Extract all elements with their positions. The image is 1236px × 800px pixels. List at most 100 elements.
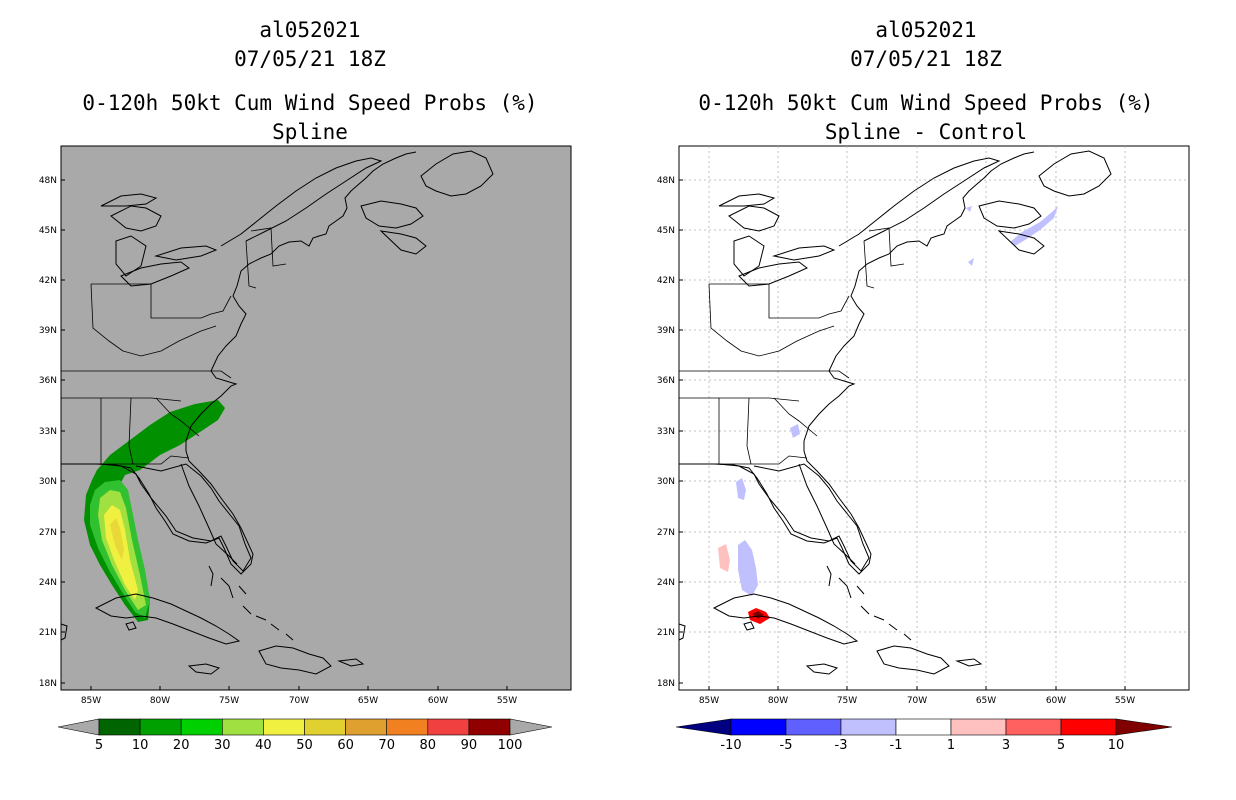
right-datetime: 07/05/21 18Z — [850, 47, 1002, 71]
right-title-block: al052021 07/05/21 18Z 0-120h 50kt Cum Wi… — [676, 16, 1176, 147]
colorbar-swatch — [1005, 718, 1062, 736]
colorbar-swatch — [895, 718, 952, 736]
colorbar-swatch — [345, 718, 388, 736]
lat-label: 30N — [657, 477, 675, 487]
lat-label: 45N — [39, 226, 57, 236]
colorbar-swatch — [263, 718, 305, 736]
colorbar-label: -3 — [835, 738, 848, 753]
lat-label: 36N — [657, 376, 675, 386]
diff-negative-gulf — [738, 540, 758, 596]
diff-negative-florida — [736, 478, 746, 500]
colorbar-label: -1 — [890, 738, 903, 753]
lat-label: 21N — [39, 628, 57, 638]
colorbar-arrow-low — [57, 718, 100, 736]
left-lon-axis: 85W 80W 75W 70W 65W 60W 55W — [81, 686, 517, 706]
colorbar-swatch — [1060, 718, 1117, 736]
colorbar-label: 70 — [378, 738, 395, 753]
lat-label: 18N — [39, 679, 57, 689]
lat-label: 24N — [657, 578, 675, 588]
colorbar-swatch — [468, 718, 511, 736]
lon-label: 85W — [699, 696, 719, 706]
colorbar-swatch — [304, 718, 346, 736]
colorbar-label: 60 — [337, 738, 354, 753]
left-title-block: al052021 07/05/21 18Z 0-120h 50kt Cum Wi… — [60, 16, 560, 147]
lat-label: 42N — [657, 276, 675, 286]
lon-label: 75W — [837, 696, 857, 706]
lat-label: 18N — [657, 679, 675, 689]
colorbar-swatch — [427, 718, 470, 736]
colorbar-label: 90 — [461, 738, 478, 753]
lon-label: 75W — [219, 696, 239, 706]
lon-label: 80W — [150, 696, 170, 706]
colorbar-label: 5 — [95, 738, 103, 753]
colorbar-label: 3 — [1002, 738, 1010, 753]
lat-label: 33N — [39, 427, 57, 437]
lat-label: 39N — [657, 326, 675, 336]
lat-label: 36N — [39, 376, 57, 386]
left-map: 48N 45N 42N 39N 36N 33N 30N 27N 24N 21N 18N 85W 80W… — [39, 145, 572, 706]
right-gridlines — [679, 146, 1189, 690]
lon-label: 65W — [358, 696, 378, 706]
lon-label: 70W — [907, 696, 927, 706]
lat-label: 21N — [657, 628, 675, 638]
colorbar-label: 50 — [296, 738, 313, 753]
lat-label: 30N — [39, 477, 57, 487]
lat-label: 27N — [39, 528, 57, 538]
colorbar-label: 80 — [420, 738, 437, 753]
left-product-title: 0-120h 50kt Cum Wind Speed Probs (%) — [82, 91, 538, 115]
diff-negative-small-2 — [968, 258, 974, 266]
colorbar-label: 10 — [132, 738, 149, 753]
left-datetime: 07/05/21 18Z — [234, 47, 386, 71]
left-lat-axis: 48N 45N 42N 39N 36N 33N 30N 27N 24N 21N 18N — [39, 176, 65, 689]
lat-label: 48N — [39, 176, 57, 186]
lon-label: 85W — [81, 696, 101, 706]
colorbar-swatch — [180, 718, 223, 736]
colorbar-arrow-high — [509, 718, 553, 736]
colorbar-swatch — [222, 718, 264, 736]
lon-label: 55W — [1115, 696, 1135, 706]
colorbar-swatch — [785, 718, 842, 736]
right-colorbar: -10 -5 -3 -1 1 3 5 10 — [675, 718, 1173, 753]
lat-label: 45N — [657, 226, 675, 236]
colorbar-label: -5 — [780, 738, 793, 753]
colorbar-label: -10 — [720, 738, 741, 753]
colorbar-label: 20 — [173, 738, 190, 753]
lon-label: 55W — [497, 696, 517, 706]
colorbar-swatch — [950, 718, 1007, 736]
lat-label: 24N — [39, 578, 57, 588]
colorbar-swatch — [139, 718, 182, 736]
diff-negative-small-1 — [966, 206, 972, 212]
diff-negative-nova-scotia — [1010, 206, 1058, 246]
colorbar-label: 40 — [255, 738, 272, 753]
lon-label: 60W — [428, 696, 448, 706]
lat-label: 48N — [657, 176, 675, 186]
colorbar-label: 10 — [1108, 738, 1125, 753]
colorbar-swatch — [730, 718, 787, 736]
lat-label: 33N — [657, 427, 675, 437]
lon-label: 70W — [289, 696, 309, 706]
diff-negative-carolina — [790, 424, 800, 438]
swath-40-percent — [110, 518, 124, 560]
colorbar-label: 100 — [498, 738, 523, 753]
colorbar-swatch — [386, 718, 429, 736]
right-product-title: 0-120h 50kt Cum Wind Speed Probs (%) — [698, 91, 1154, 115]
colorbar-arrow-high — [1115, 718, 1173, 736]
diff-positive-gulf — [718, 544, 730, 572]
right-lat-axis: 48N 45N 42N 39N 36N 33N 30N 27N 24N 21N 18N — [657, 176, 683, 689]
right-subtitle: Spline - Control — [824, 120, 1028, 144]
lon-label: 80W — [768, 696, 788, 706]
lat-label: 42N — [39, 276, 57, 286]
right-storm-id: al052021 — [875, 18, 977, 42]
lon-label: 60W — [1046, 696, 1066, 706]
right-lon-axis: 85W 80W 75W 70W 65W 60W 55W — [699, 686, 1135, 706]
right-map: 48N 45N 42N 39N 36N 33N 30N 27N 24N 21N 18N 85W 80W… — [657, 145, 1190, 706]
right-difference-field — [718, 206, 1058, 624]
left-probability-swath — [84, 400, 225, 622]
colorbar-arrow-low — [675, 718, 732, 736]
lat-label: 27N — [657, 528, 675, 538]
colorbar-swatch — [840, 718, 897, 736]
colorbar-label: 1 — [947, 738, 955, 753]
lat-label: 39N — [39, 326, 57, 336]
colorbar-label: 5 — [1057, 738, 1065, 753]
